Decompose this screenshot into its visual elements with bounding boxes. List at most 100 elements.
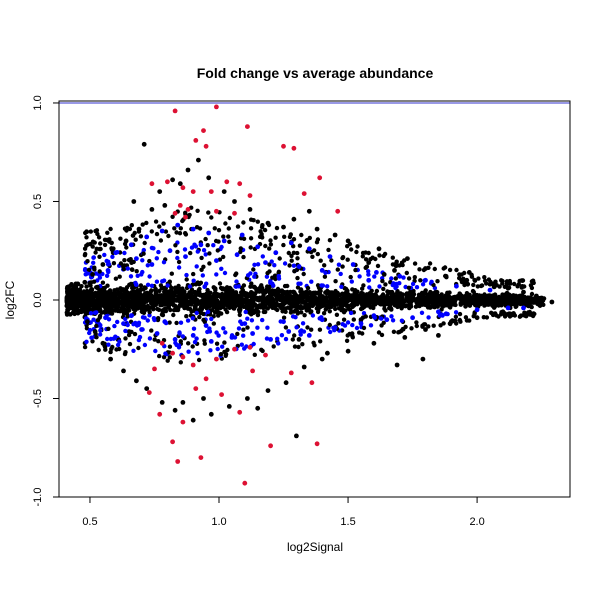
moderate-point	[111, 336, 116, 341]
background-point	[360, 331, 365, 336]
data-point	[190, 226, 196, 232]
moderate-point	[203, 252, 208, 257]
background-point	[383, 301, 388, 306]
background-point	[66, 305, 71, 311]
background-point	[519, 278, 524, 283]
background-point	[184, 314, 189, 319]
background-point	[87, 281, 92, 286]
background-point	[178, 226, 183, 231]
data-point	[144, 386, 150, 391]
data-point	[90, 272, 95, 277]
moderate-point	[192, 339, 198, 345]
moderate-point	[173, 340, 178, 346]
background-point	[71, 289, 76, 295]
data-point	[263, 260, 268, 265]
data-point	[376, 246, 382, 252]
moderate-point	[85, 271, 90, 276]
background-point	[152, 337, 157, 342]
background-point	[393, 276, 398, 281]
background-point	[201, 317, 206, 323]
data-point	[247, 193, 253, 199]
background-point	[188, 250, 193, 256]
moderate-point	[177, 330, 182, 335]
background-point	[109, 346, 114, 352]
moderate-point	[299, 328, 304, 333]
moderate-point	[234, 279, 239, 284]
data-point	[105, 268, 111, 273]
background-point	[286, 250, 291, 256]
background-point	[222, 340, 227, 345]
background-point	[240, 299, 245, 304]
background-point	[457, 292, 463, 297]
moderate-point	[191, 326, 197, 331]
background-point	[281, 242, 286, 248]
background-point	[111, 261, 117, 266]
background-point	[522, 313, 527, 318]
moderate-point	[214, 330, 219, 335]
background-point	[163, 306, 169, 311]
background-point	[186, 341, 191, 346]
moderate-point	[104, 258, 109, 264]
moderate-point	[414, 285, 420, 290]
moderate-point	[429, 279, 434, 284]
background-point	[476, 276, 481, 281]
background-point	[350, 304, 355, 309]
background-point	[376, 330, 382, 335]
background-point	[446, 300, 451, 305]
background-point	[265, 287, 270, 292]
background-point	[515, 284, 520, 289]
background-point	[248, 284, 253, 289]
data-point	[139, 327, 145, 332]
background-point	[138, 283, 144, 288]
data-point	[180, 419, 186, 425]
moderate-point	[140, 258, 145, 263]
data-point	[423, 277, 428, 283]
background-point	[363, 257, 369, 262]
data-point	[170, 439, 176, 445]
data-point	[291, 145, 297, 151]
moderate-point	[115, 342, 121, 348]
data-point	[198, 242, 204, 248]
background-point	[265, 270, 270, 276]
background-point	[121, 266, 127, 272]
background-point	[329, 297, 334, 302]
moderate-point	[194, 264, 199, 269]
background-point	[78, 297, 83, 302]
data-point	[314, 441, 320, 447]
background-point	[360, 254, 365, 259]
moderate-point	[420, 282, 426, 287]
background-point	[196, 357, 202, 363]
moderate-point	[345, 320, 351, 325]
background-point	[92, 240, 97, 245]
data-point	[226, 404, 232, 409]
background-point	[317, 327, 323, 332]
background-point	[88, 229, 94, 234]
background-point	[336, 321, 341, 326]
background-point	[511, 311, 516, 316]
background-point	[409, 326, 414, 331]
background-point	[421, 295, 426, 301]
moderate-point	[397, 281, 402, 286]
moderate-point	[178, 320, 184, 325]
data-point	[247, 207, 253, 212]
background-point	[251, 267, 256, 272]
moderate-point	[193, 244, 199, 249]
background-point	[217, 281, 223, 286]
background-point	[471, 293, 477, 298]
background-point	[329, 258, 334, 263]
data-point	[319, 317, 325, 323]
data-point	[273, 250, 279, 256]
plot-area	[59, 102, 570, 497]
background-point	[175, 249, 180, 255]
background-point	[361, 325, 367, 331]
background-point	[188, 306, 193, 312]
background-point	[130, 267, 135, 272]
background-point	[156, 339, 161, 344]
moderate-point	[161, 278, 167, 283]
moderate-point	[102, 252, 107, 258]
moderate-point	[185, 318, 191, 323]
data-point	[325, 350, 330, 356]
background-point	[252, 352, 257, 357]
background-point	[303, 305, 308, 310]
moderate-point	[88, 311, 94, 316]
